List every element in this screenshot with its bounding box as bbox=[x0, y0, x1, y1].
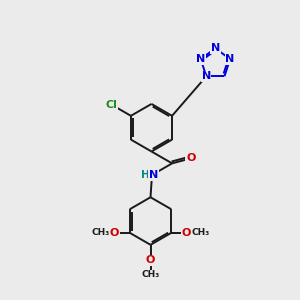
Text: H: H bbox=[141, 170, 150, 180]
Text: N: N bbox=[149, 170, 158, 180]
Text: N: N bbox=[196, 54, 205, 64]
Text: N: N bbox=[226, 54, 235, 64]
Text: O: O bbox=[182, 228, 191, 238]
Text: O: O bbox=[146, 255, 155, 265]
Text: O: O bbox=[110, 228, 119, 238]
Text: CH₃: CH₃ bbox=[141, 270, 160, 279]
Text: N: N bbox=[211, 44, 220, 53]
Text: CH₃: CH₃ bbox=[192, 228, 210, 237]
Text: CH₃: CH₃ bbox=[91, 228, 109, 237]
Text: O: O bbox=[186, 153, 195, 164]
Text: Cl: Cl bbox=[106, 100, 118, 110]
Text: N: N bbox=[202, 71, 211, 81]
